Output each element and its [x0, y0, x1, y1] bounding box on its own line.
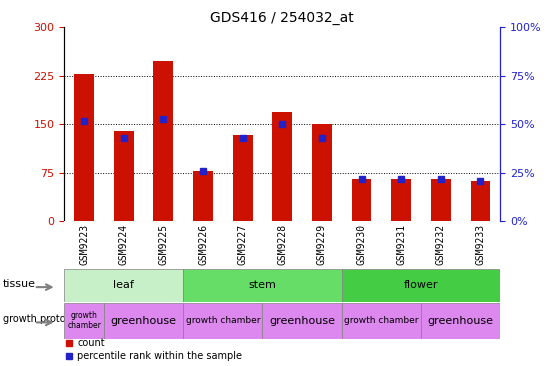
Text: growth protocol: growth protocol — [3, 314, 80, 324]
Bar — [352, 179, 372, 221]
Bar — [74, 74, 94, 221]
FancyBboxPatch shape — [263, 303, 342, 339]
Text: flower: flower — [404, 280, 438, 291]
FancyBboxPatch shape — [104, 303, 183, 339]
FancyBboxPatch shape — [342, 269, 500, 302]
FancyBboxPatch shape — [183, 303, 263, 339]
Text: leaf: leaf — [113, 280, 134, 291]
Text: GSM9229: GSM9229 — [317, 224, 327, 265]
FancyBboxPatch shape — [421, 303, 500, 339]
Text: greenhouse: greenhouse — [111, 315, 177, 326]
Text: stem: stem — [249, 280, 276, 291]
Bar — [114, 131, 134, 221]
Text: GSM9228: GSM9228 — [277, 224, 287, 265]
FancyBboxPatch shape — [183, 269, 342, 302]
Bar — [154, 61, 173, 221]
Text: GSM9230: GSM9230 — [357, 224, 367, 265]
Bar — [193, 171, 213, 221]
Bar — [233, 135, 253, 221]
Text: GSM9225: GSM9225 — [158, 224, 168, 265]
Text: growth chamber: growth chamber — [186, 316, 260, 325]
FancyBboxPatch shape — [64, 303, 104, 339]
FancyBboxPatch shape — [64, 269, 183, 302]
Bar — [391, 179, 411, 221]
Text: GSM9233: GSM9233 — [476, 224, 485, 265]
Text: tissue: tissue — [3, 279, 36, 289]
Bar — [272, 112, 292, 221]
Text: greenhouse: greenhouse — [269, 315, 335, 326]
Text: GSM9223: GSM9223 — [79, 224, 89, 265]
Bar — [431, 179, 451, 221]
Text: GSM9232: GSM9232 — [436, 224, 446, 265]
Text: greenhouse: greenhouse — [428, 315, 494, 326]
FancyBboxPatch shape — [342, 303, 421, 339]
Text: count: count — [77, 338, 105, 348]
Text: GSM9226: GSM9226 — [198, 224, 208, 265]
Text: GSM9231: GSM9231 — [396, 224, 406, 265]
Text: growth chamber: growth chamber — [344, 316, 419, 325]
Bar — [312, 124, 332, 221]
Text: GSM9224: GSM9224 — [119, 224, 129, 265]
Text: GSM9227: GSM9227 — [238, 224, 248, 265]
Text: growth
chamber: growth chamber — [67, 311, 101, 330]
Text: percentile rank within the sample: percentile rank within the sample — [77, 351, 243, 361]
Title: GDS416 / 254032_at: GDS416 / 254032_at — [210, 11, 354, 25]
Bar — [471, 181, 490, 221]
